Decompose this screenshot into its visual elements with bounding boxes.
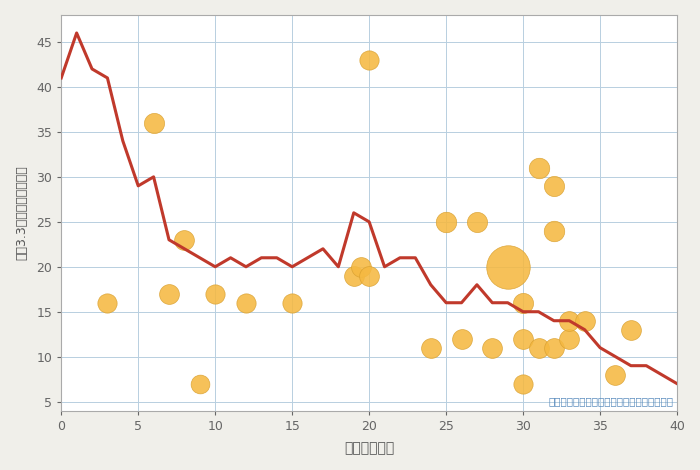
Point bbox=[548, 344, 559, 352]
Point bbox=[240, 299, 251, 306]
Point bbox=[502, 263, 513, 271]
Y-axis label: 坪（3.3㎡）単価（万円）: 坪（3.3㎡）単価（万円） bbox=[15, 165, 28, 260]
Point bbox=[209, 290, 220, 298]
Point bbox=[163, 290, 174, 298]
Point bbox=[564, 317, 575, 324]
Point bbox=[579, 317, 590, 324]
Point bbox=[517, 299, 528, 306]
Point bbox=[564, 335, 575, 343]
Text: 円の大きさは、取引のあった物件面積を示す: 円の大きさは、取引のあった物件面積を示す bbox=[549, 396, 674, 406]
Point bbox=[517, 335, 528, 343]
Point bbox=[625, 326, 636, 334]
Point bbox=[356, 263, 367, 271]
Point bbox=[471, 218, 482, 226]
Point bbox=[533, 164, 544, 172]
Point bbox=[102, 299, 113, 306]
Point bbox=[548, 227, 559, 235]
Point bbox=[456, 335, 467, 343]
Point bbox=[363, 56, 374, 64]
Point bbox=[425, 344, 436, 352]
Point bbox=[363, 272, 374, 280]
Point bbox=[194, 380, 205, 387]
Point bbox=[178, 236, 190, 243]
Point bbox=[148, 119, 159, 126]
Point bbox=[440, 218, 452, 226]
Point bbox=[517, 380, 528, 387]
Point bbox=[533, 344, 544, 352]
Point bbox=[610, 371, 621, 378]
Point bbox=[486, 344, 498, 352]
Point bbox=[286, 299, 297, 306]
X-axis label: 築年数（年）: 築年数（年） bbox=[344, 441, 394, 455]
Point bbox=[548, 182, 559, 189]
Point bbox=[348, 272, 359, 280]
